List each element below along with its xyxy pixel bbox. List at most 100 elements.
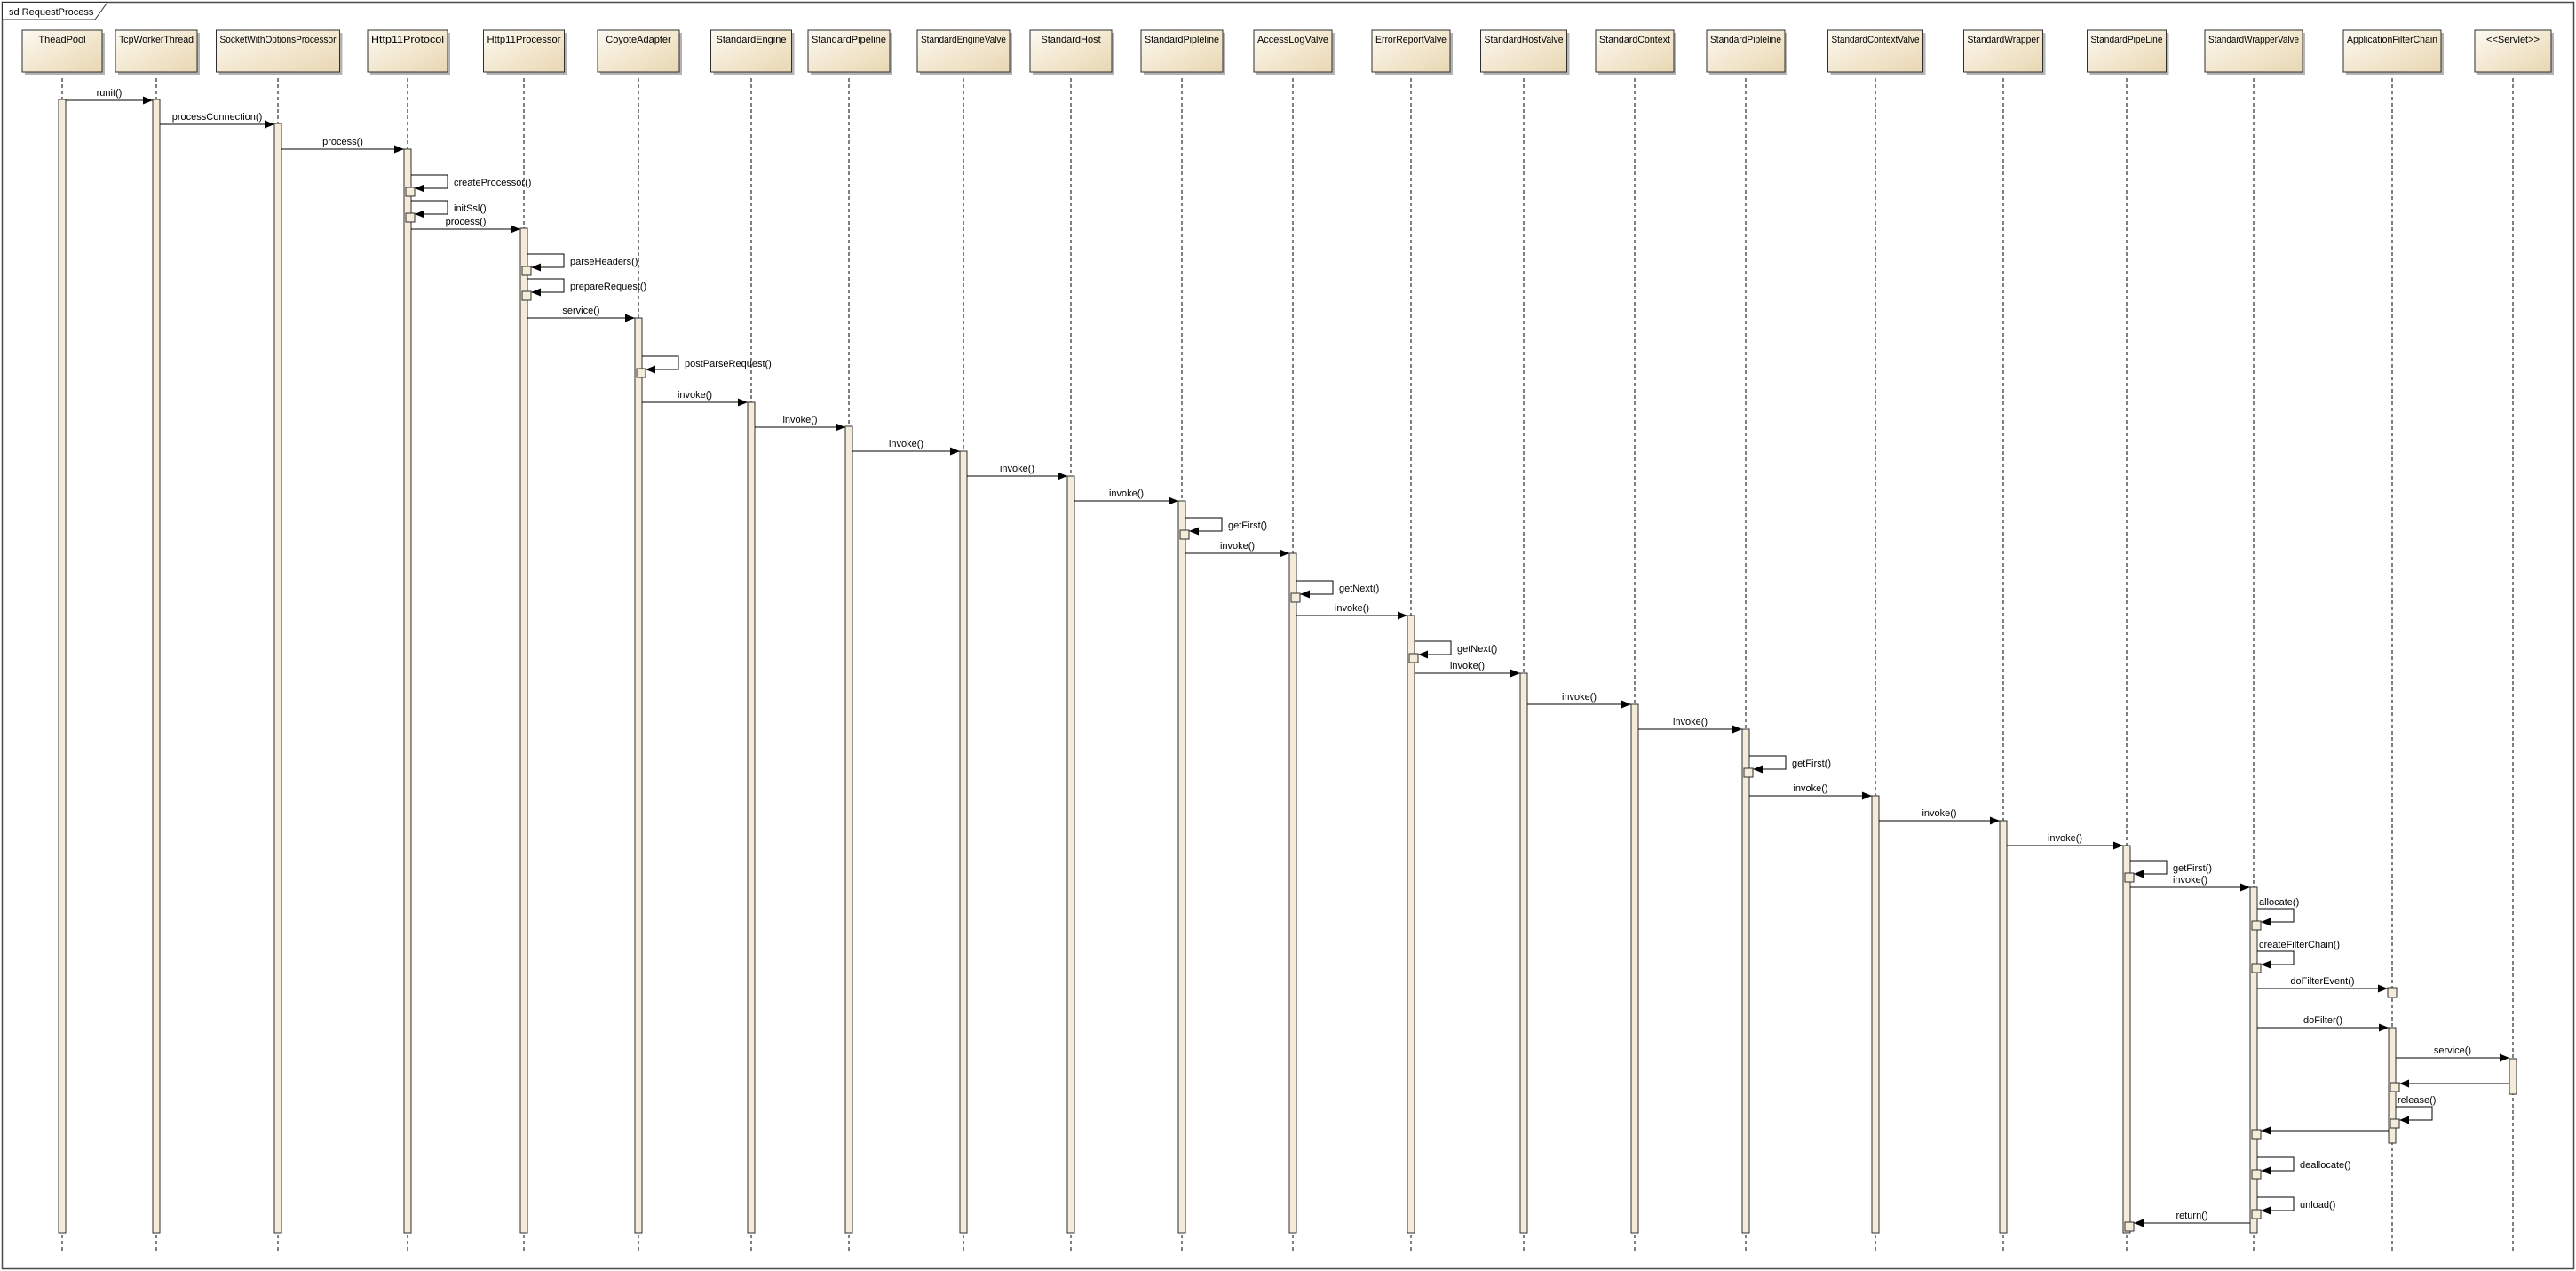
arrowhead-icon xyxy=(2261,1166,2271,1175)
arrowhead-icon xyxy=(2261,918,2271,926)
lifeline-name: StandardHostValve xyxy=(1485,35,1564,45)
message-label: invoke() xyxy=(1109,489,1144,499)
message-label: process() xyxy=(446,217,487,227)
message-label: processConnection() xyxy=(172,112,263,123)
message-invoke: invoke() xyxy=(967,464,1067,481)
arrowhead-icon xyxy=(2240,883,2250,892)
nested-activation xyxy=(2124,1221,2135,1232)
arrowhead-icon xyxy=(2261,1206,2271,1215)
lifeline-name: StandardContextValve xyxy=(1832,35,1920,45)
activation-bar xyxy=(1288,552,1297,1234)
message-label: getNext() xyxy=(1457,644,1497,655)
message-label: service() xyxy=(2434,1045,2471,1056)
arrowhead-icon xyxy=(836,423,845,432)
nested-activation xyxy=(1179,529,1190,540)
arrowhead-icon xyxy=(1510,669,1520,678)
message-label: invoke() xyxy=(1220,541,1255,552)
message-label: invoke() xyxy=(1335,603,1369,614)
arrowhead-icon xyxy=(1280,549,1289,558)
lifeline-name: AccessLogValve xyxy=(1257,35,1328,45)
arrowhead-icon xyxy=(646,365,655,374)
lifeline-head xyxy=(1140,29,1224,73)
message-label: invoke() xyxy=(678,390,712,401)
message-label: invoke() xyxy=(782,415,817,425)
self-call-loop xyxy=(2130,860,2168,875)
lifeline-name: StandardWrapper xyxy=(1968,35,2040,45)
arrowhead-icon xyxy=(2399,1116,2409,1124)
lifeline-head xyxy=(1029,29,1113,73)
arrowhead-icon xyxy=(2261,960,2271,969)
message-invoke: invoke() xyxy=(2130,875,2250,892)
arrowhead-icon xyxy=(2134,1219,2144,1227)
arrowhead-icon xyxy=(415,210,424,218)
nested-activation xyxy=(2251,920,2262,931)
message-label: getFirst() xyxy=(2173,863,2212,874)
lifeline-name: StandardHost xyxy=(1041,35,1100,45)
nested-activation xyxy=(2124,872,2135,883)
self-message-getFirst: getFirst() xyxy=(1743,755,1831,778)
nested-activation xyxy=(1743,767,1754,778)
message-label: createFilterChain() xyxy=(2259,940,2340,950)
message-label: runit() xyxy=(97,88,123,99)
lifeline-16: StandardPipleline xyxy=(1706,29,1787,1252)
message-invoke: invoke() xyxy=(2007,833,2123,850)
lifeline-name: StandardPipeline xyxy=(812,35,886,45)
lifeline-name: Http11Processor xyxy=(487,35,561,45)
message-label: invoke() xyxy=(1922,808,1956,819)
self-call-loop xyxy=(411,200,448,215)
lifeline-head xyxy=(597,29,680,73)
lifeline-name: <<Servlet>> xyxy=(2486,35,2540,45)
activation-bar xyxy=(1999,820,2008,1234)
frame-title: sd RequestProcess xyxy=(9,7,94,18)
self-call-loop xyxy=(2257,1156,2295,1172)
message-invoke: invoke() xyxy=(1415,661,1520,678)
lifeline-name: StandardEngineValve xyxy=(921,35,1006,45)
message-service: service() xyxy=(527,306,635,322)
lifeline-head xyxy=(367,29,448,73)
arrowhead-icon xyxy=(1990,816,2000,825)
message-label: invoke() xyxy=(1793,783,1827,794)
lifeline-name: StandardEngine xyxy=(717,35,787,45)
target-activation-box xyxy=(2387,987,2398,998)
message-invoke: invoke() xyxy=(1527,692,1631,709)
arrowhead-icon xyxy=(2378,984,2388,993)
self-call-loop xyxy=(1749,755,1787,770)
message-label: unload() xyxy=(2300,1200,2335,1211)
self-message-release: release() xyxy=(2390,1095,2436,1129)
message-label: postParseRequest() xyxy=(685,359,772,369)
self-message-allocate: allocate() xyxy=(2251,897,2299,931)
message-label: initSsl() xyxy=(454,203,487,214)
lifeline-name: StandardContext xyxy=(1599,35,1670,45)
arrowhead-icon xyxy=(2379,1023,2389,1032)
arrowhead-icon xyxy=(1621,700,1631,709)
message-label: service() xyxy=(562,306,599,316)
message-invoke: invoke() xyxy=(1296,603,1407,620)
self-message-unload: unload() xyxy=(2251,1196,2335,1219)
lifeline-name: ErrorReportValve xyxy=(1375,35,1447,45)
self-message-getNext: getNext() xyxy=(1290,580,1379,603)
nested-activation xyxy=(2251,1169,2262,1180)
nested-activation xyxy=(1408,653,1419,663)
lifeline-head xyxy=(1595,29,1675,73)
message-invoke: invoke() xyxy=(852,439,960,456)
activation-bar xyxy=(1519,672,1528,1234)
self-call-loop xyxy=(1415,640,1452,655)
message-label: getFirst() xyxy=(1228,520,1267,531)
arrowhead-icon xyxy=(2399,1079,2409,1088)
lifeline-name: SocketWithOptionsProcessor xyxy=(220,35,337,45)
nested-activation xyxy=(1290,592,1301,603)
self-call-loop xyxy=(527,253,565,268)
self-call-loop xyxy=(2396,1106,2433,1121)
lifeline-name: StandardWrapperValve xyxy=(2208,35,2299,45)
self-call-loop xyxy=(1185,517,1223,532)
arrowhead-icon xyxy=(1300,590,1310,599)
message-process: process() xyxy=(411,217,520,234)
lifeline-head xyxy=(2342,29,2442,73)
self-message-deallocate: deallocate() xyxy=(2251,1156,2350,1180)
activation-bar xyxy=(2249,886,2258,1234)
nested-activation xyxy=(2251,1129,2262,1140)
lifeline-name: Http11Protocol xyxy=(371,35,444,45)
nested-activation xyxy=(2251,1209,2262,1219)
